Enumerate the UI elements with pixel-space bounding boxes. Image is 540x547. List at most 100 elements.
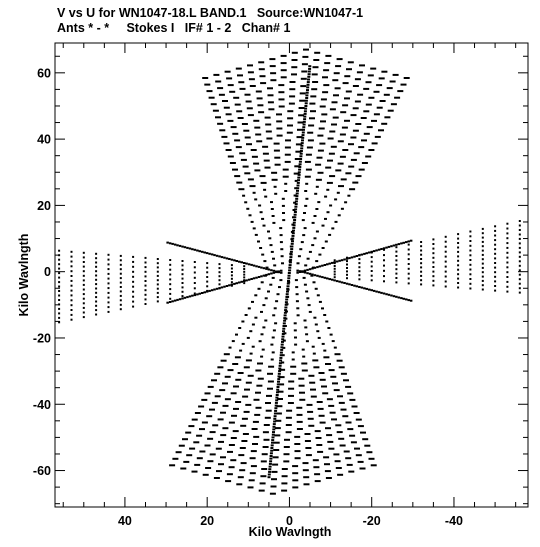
uv-point [294, 187, 298, 190]
uv-point [352, 85, 359, 87]
uv-point [265, 123, 272, 126]
uv-point [156, 262, 159, 265]
uv-point [289, 95, 296, 98]
uv-point [330, 375, 337, 378]
uv-point [494, 248, 497, 251]
uv-point [238, 327, 242, 329]
uv-point [320, 98, 327, 101]
uv-point [303, 483, 310, 486]
uv-point [310, 110, 316, 113]
uv-point [312, 81, 319, 83]
uv-point [481, 288, 484, 291]
uv-point [183, 296, 187, 299]
uv-point [420, 245, 423, 248]
uv-point [395, 281, 398, 284]
uv-point [284, 190, 288, 192]
uv-point [407, 272, 410, 275]
uv-point [82, 302, 85, 305]
uv-point [250, 450, 257, 453]
uv-point [346, 277, 348, 280]
uv-point [324, 217, 327, 220]
uv-point [253, 162, 260, 165]
uv-point [218, 93, 225, 96]
uv-point [326, 211, 330, 214]
uv-point [313, 215, 317, 217]
uv-point [342, 82, 349, 85]
uv-point [249, 352, 253, 355]
uv-point [213, 254, 216, 257]
uv-point [230, 126, 237, 129]
uv-point [82, 297, 85, 300]
uv-point [273, 420, 277, 423]
uv-point [234, 103, 241, 106]
uv-point [156, 274, 159, 277]
uv-point [218, 279, 221, 282]
uv-point [221, 135, 228, 138]
uv-point [119, 268, 122, 271]
uv-point [215, 116, 221, 119]
uv-point [239, 349, 243, 352]
data-points [58, 48, 521, 495]
uv-point [58, 281, 61, 284]
uv-point [335, 280, 339, 283]
uv-point [297, 121, 304, 124]
uv-point [289, 88, 296, 91]
uv-point [344, 119, 350, 122]
uv-point [342, 104, 349, 107]
uv-point [248, 78, 255, 81]
uv-point [306, 272, 309, 275]
uv-point [494, 252, 497, 255]
y-tick-label: -20 [33, 331, 51, 345]
uv-point [169, 464, 176, 467]
uv-point [432, 256, 435, 259]
uv-point [342, 415, 349, 418]
uv-point [282, 327, 286, 330]
uv-point [280, 62, 287, 65]
uv-point [283, 460, 290, 463]
uv-point [370, 270, 373, 272]
uv-point [308, 272, 312, 275]
uv-point [280, 255, 284, 258]
uv-point [286, 282, 290, 285]
uv-point [444, 275, 447, 278]
uv-point [181, 297, 184, 300]
uv-point [168, 301, 172, 303]
uv-point [219, 129, 226, 132]
uv-point [457, 277, 460, 280]
uv-point [144, 270, 147, 273]
uv-point [251, 345, 255, 348]
uv-point [287, 277, 291, 280]
uv-point [506, 246, 509, 249]
uv-point [307, 139, 314, 142]
uv-point [230, 267, 233, 270]
uv-point [314, 480, 321, 483]
uv-point [310, 274, 314, 277]
uv-point [70, 318, 73, 321]
uv-point [279, 359, 283, 362]
uv-point [261, 468, 268, 470]
uv-point [276, 383, 280, 386]
uv-point [347, 392, 354, 395]
uv-point [387, 245, 391, 248]
uv-point [355, 123, 362, 125]
uv-point [289, 258, 293, 261]
uv-point [107, 272, 110, 275]
uv-point [275, 399, 279, 402]
uv-point [232, 430, 239, 433]
uv-point [290, 242, 294, 245]
uv-point [279, 227, 283, 230]
uv-point [420, 258, 423, 260]
uv-point [348, 257, 351, 260]
uv-point [169, 283, 172, 286]
uv-point [206, 276, 209, 278]
uv-point [306, 403, 313, 406]
uv-point [345, 90, 352, 93]
uv-point [254, 413, 261, 416]
uv-point [457, 273, 460, 276]
uv-point [270, 444, 274, 447]
uv-point [379, 100, 386, 102]
y-tick-label: 0 [44, 265, 51, 279]
uv-point [333, 261, 336, 264]
uv-point [317, 407, 324, 410]
uv-point [316, 444, 323, 446]
